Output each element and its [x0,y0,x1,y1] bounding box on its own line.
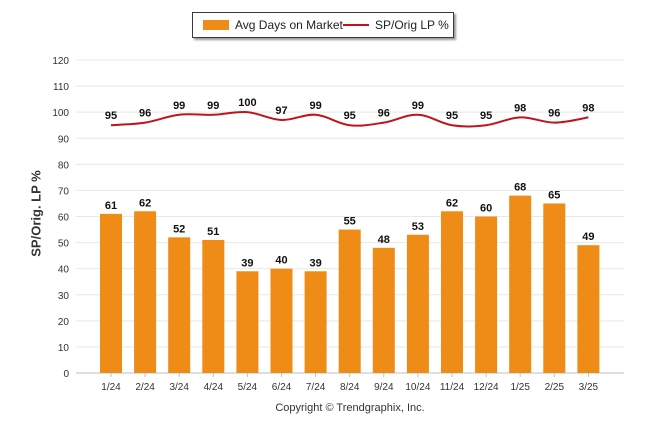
y-tick-label: 120 [52,56,69,67]
y-tick-label: 20 [58,317,70,328]
bar [475,216,498,373]
bar-data-label: 52 [173,223,185,235]
line-data-label: 95 [105,110,117,122]
y-tick-label: 70 [58,186,70,197]
y-tick-label: 30 [58,291,70,302]
bar-series [100,195,600,373]
x-tick-labels: 1/24 2/24 3/24 4/24 5/24 6/24 7/24 8/24 9/24 10/2… [101,373,599,393]
bar [168,237,191,373]
y-tick-label: 100 [52,108,69,119]
x-tick-label: 12/24 [474,382,499,393]
bar-data-label: 60 [480,203,492,215]
line-data-labels: 95 96 99 99 100 97 99 95 96 99 95 95 98 96 98 [105,97,595,122]
y-tick-label: 90 [58,134,70,145]
y-tick-label: 80 [58,160,70,171]
legend-line-swatch [343,24,369,26]
x-tick-label: 9/24 [374,382,394,393]
y-tick-label: 110 [53,82,69,93]
bar [236,271,259,373]
x-tick-label: 10/24 [405,382,430,393]
line-data-label: 99 [207,100,219,112]
bar [441,211,463,373]
bar [543,203,566,373]
bar [134,211,157,373]
line-data-label: 95 [480,110,492,122]
x-tick-label: 3/25 [579,382,599,393]
x-tick-label: 8/24 [340,382,360,393]
bar-data-label: 62 [139,197,151,209]
line-data-label: 95 [344,110,356,122]
x-tick-label: 2/24 [135,382,155,393]
y-tick-labels: 0 10 20 30 40 50 60 70 80 90 100 110 120 [52,56,69,380]
bar-data-label: 49 [582,231,594,243]
x-tick-label: 5/24 [238,382,258,393]
y-tick-label: 50 [58,239,70,250]
bar [100,213,122,373]
legend-bar-swatch [203,20,229,30]
y-tick-label: 40 [58,265,70,276]
bar [304,271,327,373]
bar [509,195,532,373]
bar-data-label: 48 [378,234,390,246]
bar [270,268,293,373]
bar [202,239,225,373]
line-data-label: 99 [173,100,185,112]
bar-data-label: 65 [548,189,560,201]
bar [406,234,429,373]
bar-data-label: 39 [309,257,321,269]
line-data-label: 96 [548,108,560,120]
line-data-label: 96 [139,108,151,120]
line-path [110,110,589,128]
line-data-label: 95 [446,110,458,122]
bar-data-labels: 61 62 52 51 39 40 39 55 48 53 62 60 68 65 49 [105,182,595,270]
bar [577,245,600,373]
x-tick-label: 11/24 [440,382,465,393]
x-tick-label: 1/24 [101,382,121,393]
bar [372,247,395,373]
x-tick-label: 2/25 [545,382,565,393]
legend: Avg Days on Market SP/Orig LP % [192,12,454,38]
x-tick-label: 6/24 [272,382,292,393]
legend-line-label: SP/Orig LP % [375,18,449,32]
bar-data-label: 62 [446,197,458,209]
x-tick-label: 3/24 [169,382,189,393]
bar-data-label: 55 [344,216,356,228]
copyright-credit: Copyright © Trendgraphix, Inc. [275,402,425,414]
bar-data-label: 51 [207,226,219,238]
line-data-label: 100 [238,97,256,109]
x-tick-label: 4/24 [204,382,224,393]
y-axis-label: SP/Orig. LP % [28,170,44,257]
y-tick-label: 0 [63,369,69,380]
bar [338,229,361,373]
bar-data-label: 61 [105,200,117,212]
y-tick-label: 10 [58,343,70,354]
line-data-label: 97 [275,105,287,117]
line-series [110,110,589,128]
line-data-label: 99 [412,100,424,112]
line-data-label: 99 [309,100,321,112]
x-tick-label: 1/25 [510,382,530,393]
legend-bar-label: Avg Days on Market [235,18,343,32]
line-data-label: 96 [378,108,390,120]
line-data-label: 98 [514,102,526,114]
x-tick-label: 7/24 [306,382,326,393]
bar-data-label: 39 [241,257,253,269]
y-tick-label: 60 [58,213,70,224]
bar-data-label: 40 [275,255,287,267]
bar-data-label: 53 [412,221,424,233]
bar-data-label: 68 [514,182,526,194]
line-data-label: 98 [582,102,594,114]
